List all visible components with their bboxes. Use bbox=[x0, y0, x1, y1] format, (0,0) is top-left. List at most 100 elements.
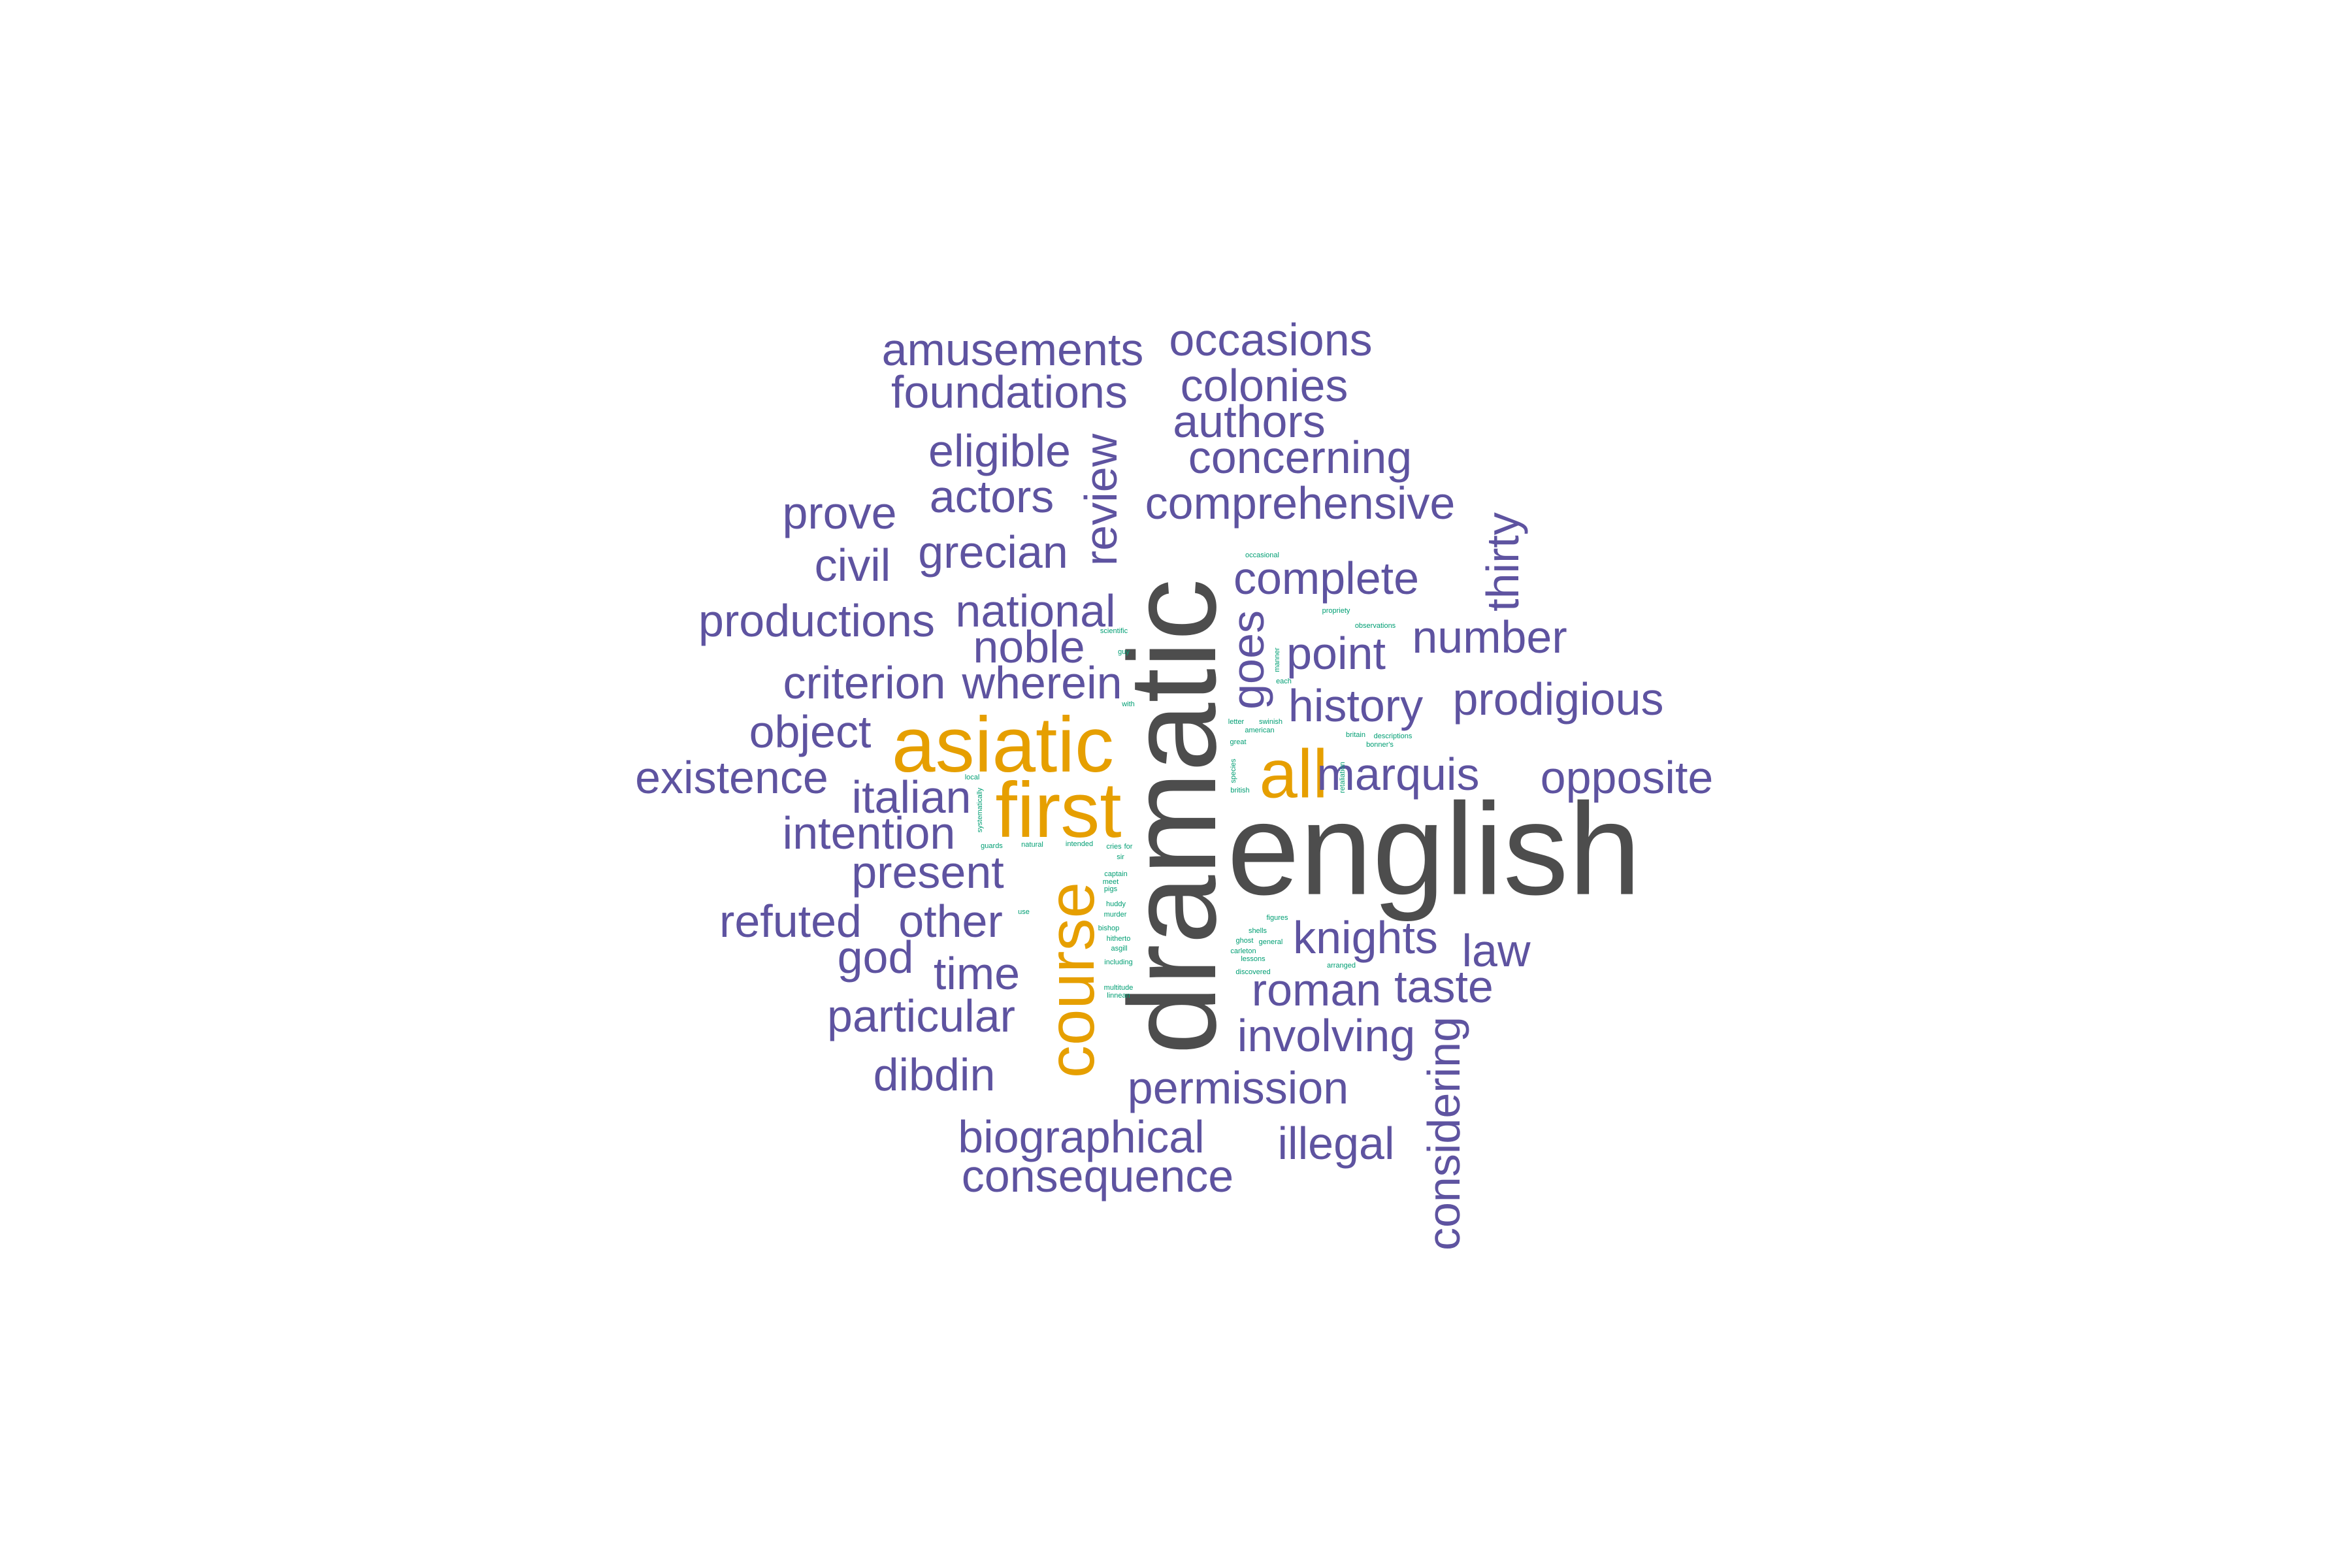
cloud-word-english: english bbox=[1227, 777, 1641, 923]
cloud-word-multitude: multitude bbox=[1104, 984, 1134, 992]
cloud-word-illegal: illegal bbox=[1278, 1118, 1395, 1169]
cloud-word-knights: knights bbox=[1293, 912, 1438, 963]
cloud-word-noble: noble bbox=[973, 621, 1085, 672]
cloud-word-british: british bbox=[1230, 787, 1249, 794]
cloud-word-productions: productions bbox=[698, 595, 935, 646]
cloud-word-murder: murder bbox=[1104, 911, 1127, 919]
cloud-word-national: national bbox=[955, 585, 1115, 636]
cloud-word-consequence: consequence bbox=[962, 1151, 1233, 1201]
cloud-word-law: law bbox=[1462, 925, 1530, 976]
cloud-word-number: number bbox=[1412, 612, 1567, 662]
cloud-word-complete: complete bbox=[1233, 553, 1419, 604]
cloud-word-captain: captain bbox=[1104, 870, 1127, 878]
cloud-word-hitherto: hitherto bbox=[1107, 935, 1131, 943]
cloud-word-civil: civil bbox=[815, 540, 891, 591]
cloud-word-scientific: scientific bbox=[1100, 627, 1128, 635]
cloud-word-discovered: discovered bbox=[1235, 968, 1270, 976]
cloud-word-pigs: pigs bbox=[1104, 885, 1118, 893]
cloud-word-american: american bbox=[1245, 727, 1274, 734]
cloud-word-meet: meet bbox=[1103, 878, 1119, 886]
cloud-word-bishop: bishop bbox=[1098, 924, 1119, 932]
cloud-word-thirty: thirty bbox=[1477, 512, 1528, 612]
cloud-word-britain: britain bbox=[1346, 731, 1365, 739]
cloud-word-huddy: huddy bbox=[1106, 900, 1126, 908]
cloud-word-goes: goes bbox=[1222, 610, 1273, 710]
cloud-word-for: for bbox=[1124, 843, 1133, 851]
cloud-word-prodigious: prodigious bbox=[1453, 674, 1664, 725]
cloud-word-cries: cries bbox=[1106, 843, 1122, 851]
cloud-word-god: god bbox=[838, 932, 914, 983]
cloud-word-ghost: ghost bbox=[1236, 937, 1254, 945]
cloud-word-natural: natural bbox=[1021, 841, 1043, 849]
cloud-word-prove: prove bbox=[782, 487, 896, 538]
cloud-word-intended: intended bbox=[1066, 840, 1093, 848]
cloud-word-amusements: amusements bbox=[882, 324, 1144, 375]
cloud-word-great: great bbox=[1230, 738, 1246, 746]
cloud-word-present: present bbox=[851, 847, 1004, 898]
cloud-word-carleton: carleton bbox=[1230, 947, 1256, 955]
cloud-word-all: all bbox=[1259, 736, 1328, 813]
cloud-word-figures: figures bbox=[1266, 914, 1288, 922]
cloud-word-foundations: foundations bbox=[891, 367, 1128, 417]
cloud-word-point: point bbox=[1286, 628, 1386, 679]
cloud-word-occasions: occasions bbox=[1169, 314, 1372, 365]
cloud-word-concerning: concerning bbox=[1188, 432, 1412, 483]
cloud-word-history: history bbox=[1288, 680, 1423, 731]
cloud-word-italian: italian bbox=[852, 772, 972, 823]
cloud-word-lessons: lessons bbox=[1241, 955, 1266, 963]
cloud-word-species: species bbox=[1230, 759, 1237, 783]
cloud-word-asiatic: asiatic bbox=[892, 701, 1114, 789]
cloud-word-intention: intention bbox=[783, 808, 956, 858]
cloud-word-course: course bbox=[1035, 882, 1108, 1078]
cloud-word-review: review bbox=[1075, 433, 1126, 566]
cloud-word-criterion: criterion bbox=[783, 657, 946, 708]
cloud-word-time: time bbox=[934, 948, 1020, 999]
cloud-word-dramatic: dramatic bbox=[1103, 579, 1242, 1055]
cloud-word-sir: sir bbox=[1117, 853, 1124, 861]
cloud-word-letter: letter bbox=[1228, 718, 1245, 726]
cloud-word-observations: observations bbox=[1355, 622, 1396, 630]
cloud-word-other: other bbox=[898, 896, 1003, 947]
cloud-word-with: with bbox=[1121, 700, 1135, 708]
cloud-word-guy: guy bbox=[1118, 648, 1130, 656]
cloud-word-eligible: eligible bbox=[928, 425, 1071, 476]
cloud-word-existence: existence bbox=[635, 752, 828, 803]
cloud-word-refuted: refuted bbox=[719, 896, 862, 947]
cloud-word-guards: guards bbox=[981, 842, 1003, 850]
cloud-word-marquis: marquis bbox=[1317, 749, 1480, 800]
cloud-word-shells: shells bbox=[1249, 927, 1267, 935]
cloud-word-descriptions: descriptions bbox=[1374, 732, 1413, 740]
cloud-word-particular: particular bbox=[827, 990, 1015, 1041]
cloud-word-involving: involving bbox=[1237, 1010, 1415, 1061]
cloud-word-colonies: colonies bbox=[1181, 360, 1348, 411]
cloud-word-considering: considering bbox=[1418, 1017, 1469, 1250]
cloud-word-manner: manner bbox=[1273, 647, 1281, 672]
cloud-word-including: including bbox=[1104, 958, 1132, 966]
cloud-word-object: object bbox=[749, 706, 872, 757]
cloud-word-dibdin: dibdin bbox=[874, 1049, 996, 1100]
cloud-word-wherein: wherein bbox=[961, 657, 1122, 708]
cloud-word-authors: authors bbox=[1173, 396, 1325, 447]
cloud-word-taste: taste bbox=[1394, 961, 1494, 1012]
cloud-word-linnean: linnean bbox=[1107, 992, 1130, 1000]
cloud-word-first: first bbox=[995, 766, 1121, 854]
cloud-word-bonner-s: bonner's bbox=[1366, 741, 1394, 749]
cloud-word-roman: roman bbox=[1252, 964, 1381, 1015]
cloud-word-biographical: biographical bbox=[958, 1111, 1204, 1162]
cloud-word-local: local bbox=[965, 774, 980, 781]
cloud-word-arranged: arranged bbox=[1327, 962, 1356, 970]
cloud-word-opposite: opposite bbox=[1541, 752, 1714, 803]
cloud-word-propriety: propriety bbox=[1322, 607, 1350, 615]
cloud-word-actors: actors bbox=[930, 471, 1054, 522]
cloud-word-systematically: systematically bbox=[976, 787, 984, 832]
cloud-word-asgill: asgill bbox=[1111, 945, 1127, 953]
cloud-word-retaliation: retaliation bbox=[1339, 762, 1347, 793]
cloud-word-permission: permission bbox=[1128, 1062, 1348, 1113]
cloud-word-occasional: occasional bbox=[1245, 551, 1279, 559]
cloud-word-swinish: swinish bbox=[1259, 718, 1282, 726]
cloud-word-grecian: grecian bbox=[918, 527, 1068, 578]
cloud-word-each: each bbox=[1276, 678, 1292, 685]
